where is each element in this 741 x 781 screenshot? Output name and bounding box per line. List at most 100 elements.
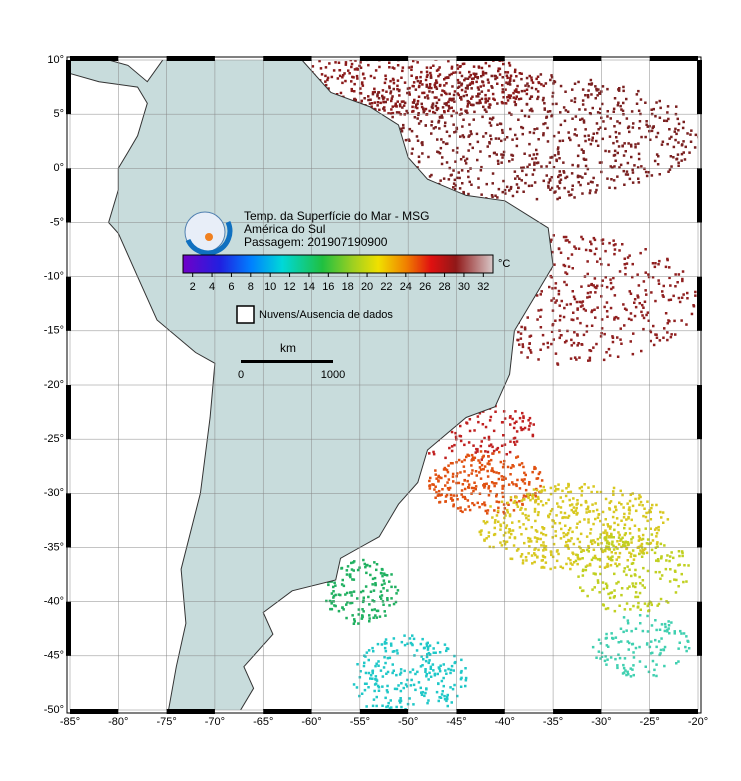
sst-pixel xyxy=(618,121,622,125)
sst-pixel xyxy=(631,643,634,646)
sst-pixel xyxy=(472,456,475,459)
sst-pixel xyxy=(613,521,616,525)
sst-pixel xyxy=(634,585,637,589)
sst-pixel xyxy=(575,358,578,361)
sst-pixel xyxy=(562,171,566,174)
sst-pixel xyxy=(528,97,532,100)
sst-pixel xyxy=(581,88,585,91)
sst-pixel xyxy=(565,303,569,306)
sst-pixel xyxy=(514,133,517,137)
sst-pixel xyxy=(392,669,395,672)
sst-pixel xyxy=(484,132,488,135)
sst-pixel xyxy=(481,115,484,119)
sst-pixel xyxy=(516,175,519,178)
sst-pixel xyxy=(593,285,597,289)
sst-pixel xyxy=(497,187,501,191)
sst-pixel xyxy=(677,129,680,132)
sst-pixel xyxy=(337,61,341,64)
sst-pixel xyxy=(542,179,545,183)
sst-pixel xyxy=(374,614,377,617)
sst-pixel xyxy=(612,239,615,242)
sst-pixel xyxy=(641,584,644,587)
sst-pixel xyxy=(558,170,561,173)
sst-pixel xyxy=(626,622,630,625)
sst-pixel xyxy=(550,114,553,118)
sst-pixel xyxy=(589,142,593,146)
sst-pixel xyxy=(647,273,650,276)
sst-pixel xyxy=(590,93,593,96)
sst-pixel xyxy=(369,74,373,78)
sst-pixel xyxy=(582,119,586,122)
sst-pixel xyxy=(604,547,608,550)
sst-pixel xyxy=(481,456,484,459)
colorbar-tick-label: 18 xyxy=(342,281,354,293)
sst-pixel xyxy=(605,545,608,548)
sst-pixel xyxy=(451,85,454,88)
sst-pixel xyxy=(541,526,544,529)
sst-pixel xyxy=(553,566,557,569)
sst-pixel xyxy=(564,239,568,242)
sst-pixel xyxy=(429,667,432,670)
sst-pixel xyxy=(415,649,419,652)
sst-pixel xyxy=(424,691,427,695)
sst-pixel xyxy=(563,511,567,515)
sst-pixel xyxy=(612,490,615,493)
sst-pixel xyxy=(529,351,533,354)
sst-pixel xyxy=(597,638,601,641)
sst-pixel xyxy=(650,603,653,607)
sst-pixel xyxy=(563,280,566,284)
sst-pixel xyxy=(565,283,568,287)
sst-pixel xyxy=(423,646,426,650)
lat-tick-label: 0° xyxy=(53,162,64,174)
sst-pixel xyxy=(647,511,651,514)
sst-pixel xyxy=(644,515,648,519)
sst-pixel xyxy=(413,116,417,119)
sst-pixel xyxy=(584,139,587,143)
sst-pixel xyxy=(624,266,627,270)
sst-pixel xyxy=(543,556,547,559)
sst-pixel xyxy=(637,539,641,542)
sst-pixel xyxy=(594,517,597,521)
sst-pixel xyxy=(604,582,608,585)
sst-pixel xyxy=(359,590,363,594)
sst-pixel xyxy=(623,523,627,526)
sst-pixel xyxy=(467,149,470,152)
sst-pixel xyxy=(427,86,431,90)
sst-pixel xyxy=(430,132,433,135)
sst-pixel xyxy=(666,601,670,604)
sst-pixel xyxy=(428,109,431,113)
sst-pixel xyxy=(369,590,373,593)
sst-pixel xyxy=(475,72,478,76)
sst-pixel xyxy=(420,691,423,694)
sst-pixel xyxy=(635,93,639,96)
sst-pixel xyxy=(575,134,578,137)
sst-pixel xyxy=(653,528,657,531)
sst-pixel xyxy=(582,589,585,592)
sst-pixel xyxy=(437,68,440,71)
sst-pixel xyxy=(508,64,512,67)
sst-pixel xyxy=(433,83,436,87)
sst-pixel xyxy=(681,279,684,283)
sst-pixel xyxy=(606,315,609,318)
sst-pixel xyxy=(439,714,442,717)
sst-pixel xyxy=(441,156,444,159)
sst-pixel xyxy=(656,604,659,607)
sst-pixel xyxy=(649,510,652,514)
sst-pixel xyxy=(458,187,462,190)
sst-pixel xyxy=(686,297,689,300)
sst-pixel xyxy=(543,546,546,550)
sst-pixel xyxy=(351,614,354,617)
sst-pixel xyxy=(545,116,548,119)
lon-tick-label: -35° xyxy=(543,716,563,728)
sst-pixel xyxy=(580,285,583,288)
sst-pixel xyxy=(388,66,391,69)
sst-pixel xyxy=(424,78,428,82)
sst-pixel xyxy=(527,184,531,188)
sst-pixel xyxy=(554,534,558,538)
sst-pixel xyxy=(473,429,476,432)
sst-pixel xyxy=(497,162,500,165)
sst-pixel xyxy=(513,536,517,540)
sst-pixel xyxy=(550,330,554,333)
sst-pixel xyxy=(639,500,643,504)
sst-pixel xyxy=(453,178,457,182)
